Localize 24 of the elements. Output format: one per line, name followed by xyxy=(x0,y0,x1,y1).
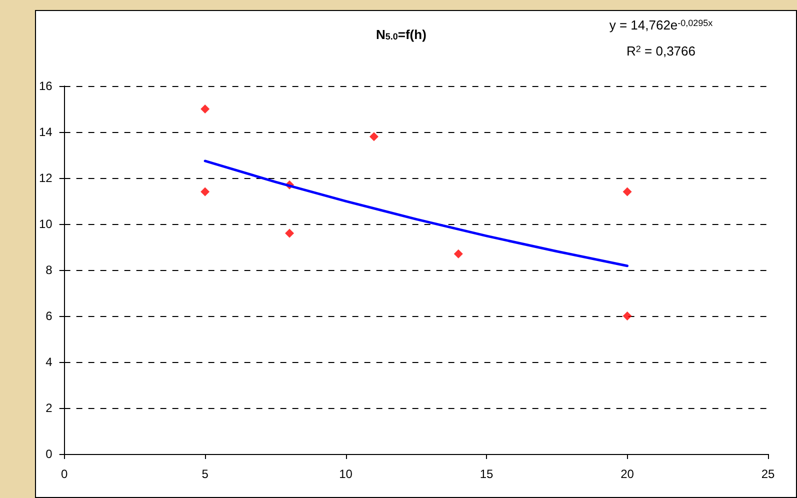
y-tick-label: 14 xyxy=(38,125,53,139)
point xyxy=(285,228,294,238)
point xyxy=(369,132,378,142)
point xyxy=(200,104,210,114)
y-tick-label: 2 xyxy=(46,401,53,415)
y-tick-label: 0 xyxy=(46,447,53,461)
x-tick-label: 10 xyxy=(339,467,353,481)
y-tick-label: 16 xyxy=(38,79,53,93)
x-tick-label: 5 xyxy=(202,467,209,481)
y-tick-label: 10 xyxy=(38,217,53,231)
x-tick-label: 20 xyxy=(620,467,634,481)
point xyxy=(200,187,210,196)
y-tick-label: 6 xyxy=(46,309,53,323)
point xyxy=(622,187,632,196)
x-tick-label: 0 xyxy=(61,467,68,481)
x-tick-label: 25 xyxy=(761,467,775,481)
point xyxy=(454,249,463,258)
y-tick-label: 4 xyxy=(46,355,53,369)
y-tick-label: 8 xyxy=(46,263,53,277)
line-series xyxy=(204,160,629,268)
x-tick-label: 15 xyxy=(480,467,494,481)
y-tick-label: 12 xyxy=(38,171,53,185)
chart-title: N5.0=f(h) xyxy=(376,27,426,42)
point xyxy=(622,312,632,320)
